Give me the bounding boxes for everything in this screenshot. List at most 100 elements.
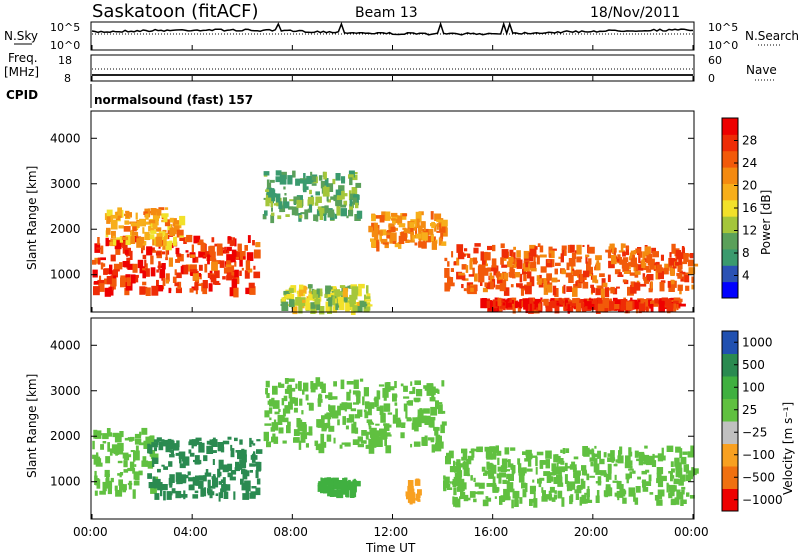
range-gate-cell	[457, 252, 465, 260]
range-gate-cell	[210, 274, 217, 283]
freq-tick-top: 18	[58, 54, 72, 67]
range-gate-cell	[387, 412, 393, 415]
range-gate-cell	[168, 287, 172, 294]
range-gate-cell	[440, 424, 445, 434]
range-gate-cell	[680, 456, 687, 465]
range-gate-cell	[638, 253, 641, 264]
range-gate-cell	[142, 227, 145, 234]
range-gate-cell	[506, 298, 510, 302]
range-gate-cell	[576, 244, 582, 255]
range-gate-cell	[493, 487, 500, 492]
range-gate-cell	[109, 448, 113, 456]
range-gate-cell	[572, 467, 577, 473]
range-gate-cell	[226, 260, 232, 268]
range-gate-cell	[307, 432, 313, 436]
range-gate-cell	[394, 381, 397, 389]
range-gate-cell	[670, 267, 675, 276]
range-gate-cell	[568, 481, 576, 490]
range-gate-cell	[461, 264, 467, 270]
range-gate-cell	[189, 252, 196, 255]
range-gate-cell	[119, 472, 124, 476]
range-gate-cell	[292, 170, 296, 178]
range-gate-cell	[352, 197, 357, 205]
range-gate-cell	[246, 252, 254, 261]
range-gate-cell	[410, 381, 413, 386]
range-gate-cell	[363, 409, 367, 413]
range-gate-cell	[320, 180, 328, 189]
range-gate-cell	[365, 304, 373, 307]
range-gate-cell	[560, 449, 563, 453]
range-gate-cell	[319, 207, 325, 214]
range-gate-cell	[302, 389, 305, 395]
range-gate-cell	[231, 271, 235, 276]
power-colorbar-swatch	[722, 150, 738, 168]
range-gate-cell	[202, 287, 208, 295]
range-gate-cell	[290, 387, 296, 392]
range-gate-cell	[129, 461, 135, 472]
range-gate-cell	[531, 455, 538, 458]
range-gate-cell	[186, 234, 193, 243]
velocity-colorbar-swatch	[722, 443, 738, 467]
range-gate-cell	[489, 267, 496, 272]
range-gate-cell	[529, 485, 536, 495]
range-gate-cell	[537, 243, 541, 247]
range-gate-cell	[181, 475, 187, 482]
range-gate-cell	[163, 490, 166, 501]
range-gate-cell	[181, 264, 189, 275]
range-gate-cell	[514, 499, 519, 507]
range-gate-cell	[620, 243, 624, 251]
range-gate-cell	[465, 265, 469, 273]
range-gate-cell	[355, 182, 362, 188]
range-gate-cell	[564, 474, 568, 484]
range-gate-cell	[546, 472, 550, 476]
range-gate-cell	[129, 437, 133, 442]
noise-tick-bottom-right: 10^0	[708, 39, 738, 52]
range-gate-cell	[664, 263, 670, 271]
range-gate-cell	[346, 381, 354, 385]
range-gate-cell	[307, 180, 314, 183]
range-gate-cell	[582, 498, 588, 504]
range-gate-cell	[163, 466, 168, 470]
range-gate-cell	[206, 445, 214, 454]
range-gate-cell	[436, 223, 439, 230]
range-gate-cell	[221, 484, 227, 491]
noise-tick-top-right: 10^5	[708, 21, 738, 34]
range-gate-cell	[406, 417, 412, 422]
range-gate-cell	[394, 402, 398, 406]
range-gate-cell	[671, 243, 676, 254]
range-gate-cell	[674, 280, 677, 288]
range-gate-cell	[661, 297, 668, 302]
range-gate-cell	[605, 249, 611, 253]
range-gate-cell	[176, 272, 182, 279]
range-gate-cell	[355, 202, 359, 209]
range-gate-cell	[467, 253, 471, 258]
range-gate-cell	[99, 275, 102, 283]
range-gate-cell	[365, 431, 369, 440]
range-gate-cell	[382, 388, 389, 398]
range-gate-cell	[212, 450, 217, 453]
range-gate-cell	[295, 383, 298, 389]
range-gate-cell	[113, 448, 120, 455]
range-gate-cell	[207, 479, 211, 489]
range-gate-cell	[323, 171, 327, 180]
time-axis: 00:00 04:00 08:00 12:00 16:00 20:00 00:00	[73, 45, 709, 539]
range-gate-cell	[642, 461, 647, 464]
range-gate-cell	[92, 259, 97, 265]
range-gate-cell	[368, 425, 372, 430]
range-gate-cell	[366, 419, 373, 423]
range-gate-cell	[529, 298, 533, 306]
range-gate-cell	[663, 267, 669, 275]
range-gate-cell	[166, 491, 172, 500]
range-gate-cell	[155, 227, 162, 232]
range-gate-cell	[675, 253, 678, 264]
range-gate-cell	[561, 299, 564, 306]
range-gate-cell	[142, 271, 146, 279]
range-gate-cell	[302, 299, 306, 303]
range-gate-cell	[127, 247, 131, 257]
range-gate-cell	[125, 235, 132, 245]
range-gate-cell	[234, 261, 237, 267]
range-gate-cell	[305, 394, 309, 401]
velocity-colorbar-swatch	[722, 353, 738, 377]
